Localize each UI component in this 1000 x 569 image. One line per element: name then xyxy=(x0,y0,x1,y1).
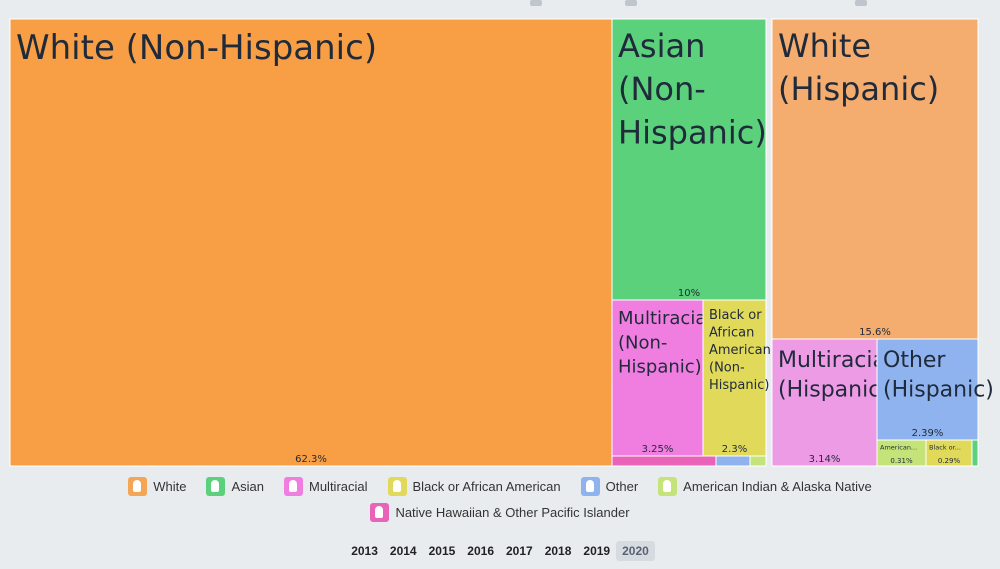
toolbar-icon[interactable] xyxy=(625,0,637,6)
treemap-tile[interactable]: Multiracial (Hispanic) 3.14% xyxy=(771,338,892,467)
year-button-2019[interactable]: 2019 xyxy=(583,544,611,558)
tile-label: Multiracial (Non-Hispanic) xyxy=(618,308,711,378)
treemap-tile[interactable] xyxy=(611,455,717,467)
treemap-tile[interactable]: Asian (Non-Hispanic) 10% xyxy=(611,18,767,301)
legend-label: American Indian & Alaska Native xyxy=(683,479,872,494)
legend-item[interactable]: American Indian & Alaska Native xyxy=(658,477,872,496)
tile-rect[interactable] xyxy=(715,455,751,467)
person-icon xyxy=(387,477,407,496)
tile-value-label: 62.3% xyxy=(295,454,327,465)
treemap-tile[interactable]: Other (Hispanic) 2.39% xyxy=(876,338,994,441)
legend-item[interactable]: Other xyxy=(580,477,639,496)
person-icon xyxy=(658,477,678,496)
year-button-2014[interactable]: 2014 xyxy=(389,544,417,558)
treemap-tile[interactable]: Black or African American (Non-Hispanic) 2.3… xyxy=(702,299,771,457)
person-icon xyxy=(284,477,303,496)
legend-label: Black or African American xyxy=(412,479,561,494)
tile-rect[interactable] xyxy=(925,439,973,467)
tile-label: Asian (Non-Hispanic) xyxy=(618,27,767,151)
toolbar-icon[interactable] xyxy=(530,0,542,6)
tile-value-label: 15.6% xyxy=(859,327,891,338)
legend-label: Native Hawaiian & Other Pacific Islander xyxy=(395,505,630,520)
tile-value-label: 2.39% xyxy=(912,428,944,439)
treemap-tile[interactable]: American... 0.31% xyxy=(876,439,927,467)
treemap-tile[interactable]: White (Non-Hispanic) 62.3% xyxy=(9,18,613,467)
legend-item[interactable]: Black or African American xyxy=(387,477,561,496)
tile-rect[interactable] xyxy=(876,338,979,441)
tile-value-label: 0.31% xyxy=(890,457,913,465)
treemap-tile[interactable]: White (Hispanic) 15.6% xyxy=(771,18,979,340)
tile-label: Black or African American (Non-Hispanic) xyxy=(709,308,771,393)
year-button-2013[interactable]: 2013 xyxy=(351,544,378,558)
legend-item[interactable]: Multiracial xyxy=(284,477,368,496)
treemap-tile[interactable] xyxy=(749,455,767,467)
tile-label: Other (Hispanic) xyxy=(883,348,994,403)
tile-rect[interactable] xyxy=(771,18,979,340)
tile-label: American... xyxy=(880,444,917,452)
tile-label: White (Hispanic) xyxy=(778,27,939,108)
toolbar-icon[interactable] xyxy=(855,0,867,6)
tile-rect[interactable] xyxy=(9,18,613,467)
treemap-tile[interactable]: Multiracial (Non-Hispanic) 3.25% xyxy=(611,299,711,457)
person-icon xyxy=(128,477,148,496)
tile-label: Black or... xyxy=(929,444,961,452)
tile-value-label: 3.14% xyxy=(809,454,841,465)
tile-value-label: 2.3% xyxy=(722,444,747,455)
legend-label: Asian xyxy=(231,479,264,494)
year-button-2018[interactable]: 2018 xyxy=(544,544,572,558)
legend-label: White xyxy=(153,479,187,494)
year-button-2020[interactable]: 2020 xyxy=(616,541,655,561)
treemap-tile[interactable] xyxy=(971,439,979,467)
tile-label: Multiracial (Hispanic) xyxy=(778,348,892,403)
legend-item[interactable]: Asian xyxy=(206,477,264,496)
person-icon xyxy=(370,503,390,522)
year-button-2015[interactable]: 2015 xyxy=(428,544,456,558)
treemap-tile[interactable]: Black or... 0.29% xyxy=(925,439,973,467)
tile-value-label: 0.29% xyxy=(938,457,961,465)
tile-value-label: 3.25% xyxy=(642,444,674,455)
tile-value-label: 10% xyxy=(678,288,700,299)
legend: White Asian Multiracial Black or African Am… xyxy=(0,477,1000,496)
tile-label: White (Non-Hispanic) xyxy=(16,28,377,68)
person-icon xyxy=(206,477,226,496)
person-icon xyxy=(580,477,600,496)
tile-rect[interactable] xyxy=(771,338,878,467)
year-button-2016[interactable]: 2016 xyxy=(467,544,494,558)
tile-rect[interactable] xyxy=(611,299,704,457)
treemap-tile[interactable] xyxy=(715,455,751,467)
legend-label: Other xyxy=(605,479,639,494)
tile-rect[interactable] xyxy=(702,299,767,457)
tile-rect[interactable] xyxy=(971,439,979,467)
year-button-2017[interactable]: 2017 xyxy=(506,544,533,558)
year-selector: 2013 2014 2015 2016 2017 2018 2019 2020 xyxy=(0,541,1000,561)
tile-rect[interactable] xyxy=(611,455,717,467)
legend-item[interactable]: Native Hawaiian & Other Pacific Islander xyxy=(370,503,630,522)
legend-second-row: Native Hawaiian & Other Pacific Islander xyxy=(0,503,1000,522)
tile-rect[interactable] xyxy=(749,455,767,467)
treemap-chart: White (Non-Hispanic) 62.3% Asian (Non-Hispa… xyxy=(9,18,994,467)
legend-item[interactable]: White xyxy=(128,477,186,496)
legend-label: Multiracial xyxy=(309,479,368,494)
